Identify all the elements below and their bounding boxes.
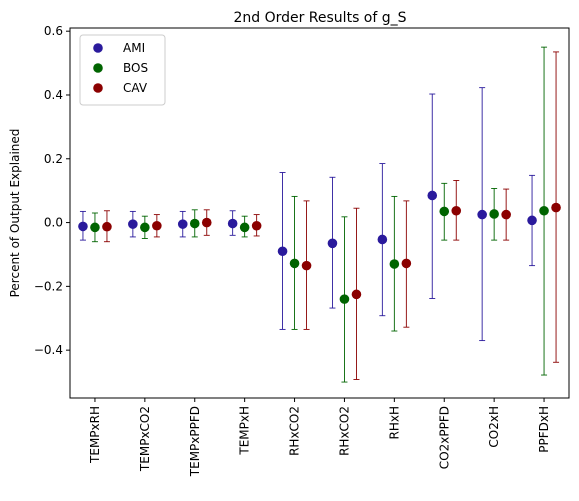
data-point bbox=[177, 219, 188, 229]
y-tick-label: 0.6 bbox=[44, 24, 63, 38]
x-tick-label: PPFDxH bbox=[537, 406, 551, 453]
data-point bbox=[501, 209, 511, 220]
data-point bbox=[401, 258, 412, 269]
data-point bbox=[152, 220, 162, 231]
x-tick-label: TEMPxPPFD bbox=[188, 406, 202, 477]
x-tick-label: TEMPxCO2 bbox=[138, 406, 152, 472]
x-tick-label: RHxCO2 bbox=[337, 406, 351, 456]
data-point bbox=[189, 218, 200, 229]
data-point bbox=[527, 215, 537, 226]
legend-item-bos: BOS bbox=[93, 61, 148, 75]
legend-item-cav: CAV bbox=[93, 81, 148, 95]
series-bos bbox=[90, 46, 549, 383]
data-point bbox=[539, 205, 549, 216]
data-point bbox=[128, 219, 138, 229]
y-tick-label: −0.2 bbox=[34, 279, 63, 293]
data-point bbox=[451, 205, 462, 216]
data-point bbox=[339, 294, 350, 304]
data-point bbox=[140, 222, 150, 233]
y-tick-label: 0.4 bbox=[44, 88, 63, 102]
legend-marker bbox=[93, 43, 103, 53]
x-axis: TEMPxRH TEMPxCO2 TEMPxPPFD TEMPxH RHxCO2 RHxC… bbox=[88, 398, 551, 477]
chart-title: 2nd Order Results of g_S bbox=[233, 10, 406, 26]
data-point bbox=[439, 206, 450, 217]
data-point bbox=[201, 217, 212, 228]
plot-frame bbox=[69, 27, 570, 399]
data-point bbox=[277, 246, 288, 257]
series-ami bbox=[78, 87, 537, 342]
legend-marker bbox=[93, 83, 103, 93]
data-point bbox=[78, 221, 88, 232]
data-point bbox=[90, 222, 100, 233]
data-point bbox=[289, 258, 300, 269]
legend-item-ami: AMI bbox=[93, 41, 145, 55]
legend-label: BOS bbox=[123, 61, 148, 75]
data-point bbox=[301, 260, 312, 271]
data-point bbox=[477, 209, 487, 220]
data-point bbox=[239, 222, 250, 233]
x-tick-label: RHxH bbox=[387, 406, 401, 440]
y-tick-label: 0.0 bbox=[44, 216, 63, 230]
data-point bbox=[251, 220, 262, 231]
legend: AMI BOS CAV bbox=[79, 34, 166, 106]
legend-label: CAV bbox=[123, 81, 148, 95]
plot-area bbox=[78, 46, 561, 383]
x-tick-label: TEMPxRH bbox=[88, 406, 102, 464]
data-point bbox=[551, 202, 561, 213]
data-point bbox=[489, 209, 499, 219]
data-point bbox=[227, 218, 238, 229]
y-tick-label: −0.4 bbox=[34, 343, 63, 357]
x-tick-label: CO2xPPFD bbox=[437, 406, 451, 469]
x-tick-label: RHxCO2 bbox=[288, 406, 302, 456]
data-point bbox=[427, 190, 438, 201]
data-point bbox=[377, 234, 388, 245]
data-point bbox=[351, 289, 362, 300]
y-tick-label: 0.2 bbox=[44, 152, 63, 166]
data-point bbox=[389, 259, 400, 269]
x-tick-label: CO2xH bbox=[487, 406, 501, 448]
data-point bbox=[327, 238, 338, 249]
legend-label: AMI bbox=[123, 41, 145, 55]
series-cav bbox=[102, 51, 561, 380]
y-axis: −0.4 −0.2 0.0 0.2 0.4 0.6 bbox=[34, 24, 70, 357]
data-point bbox=[102, 221, 112, 232]
y-axis-label: Percent of Output Explained bbox=[8, 129, 22, 298]
legend-marker bbox=[93, 63, 103, 73]
x-tick-label: TEMPxH bbox=[238, 406, 252, 456]
